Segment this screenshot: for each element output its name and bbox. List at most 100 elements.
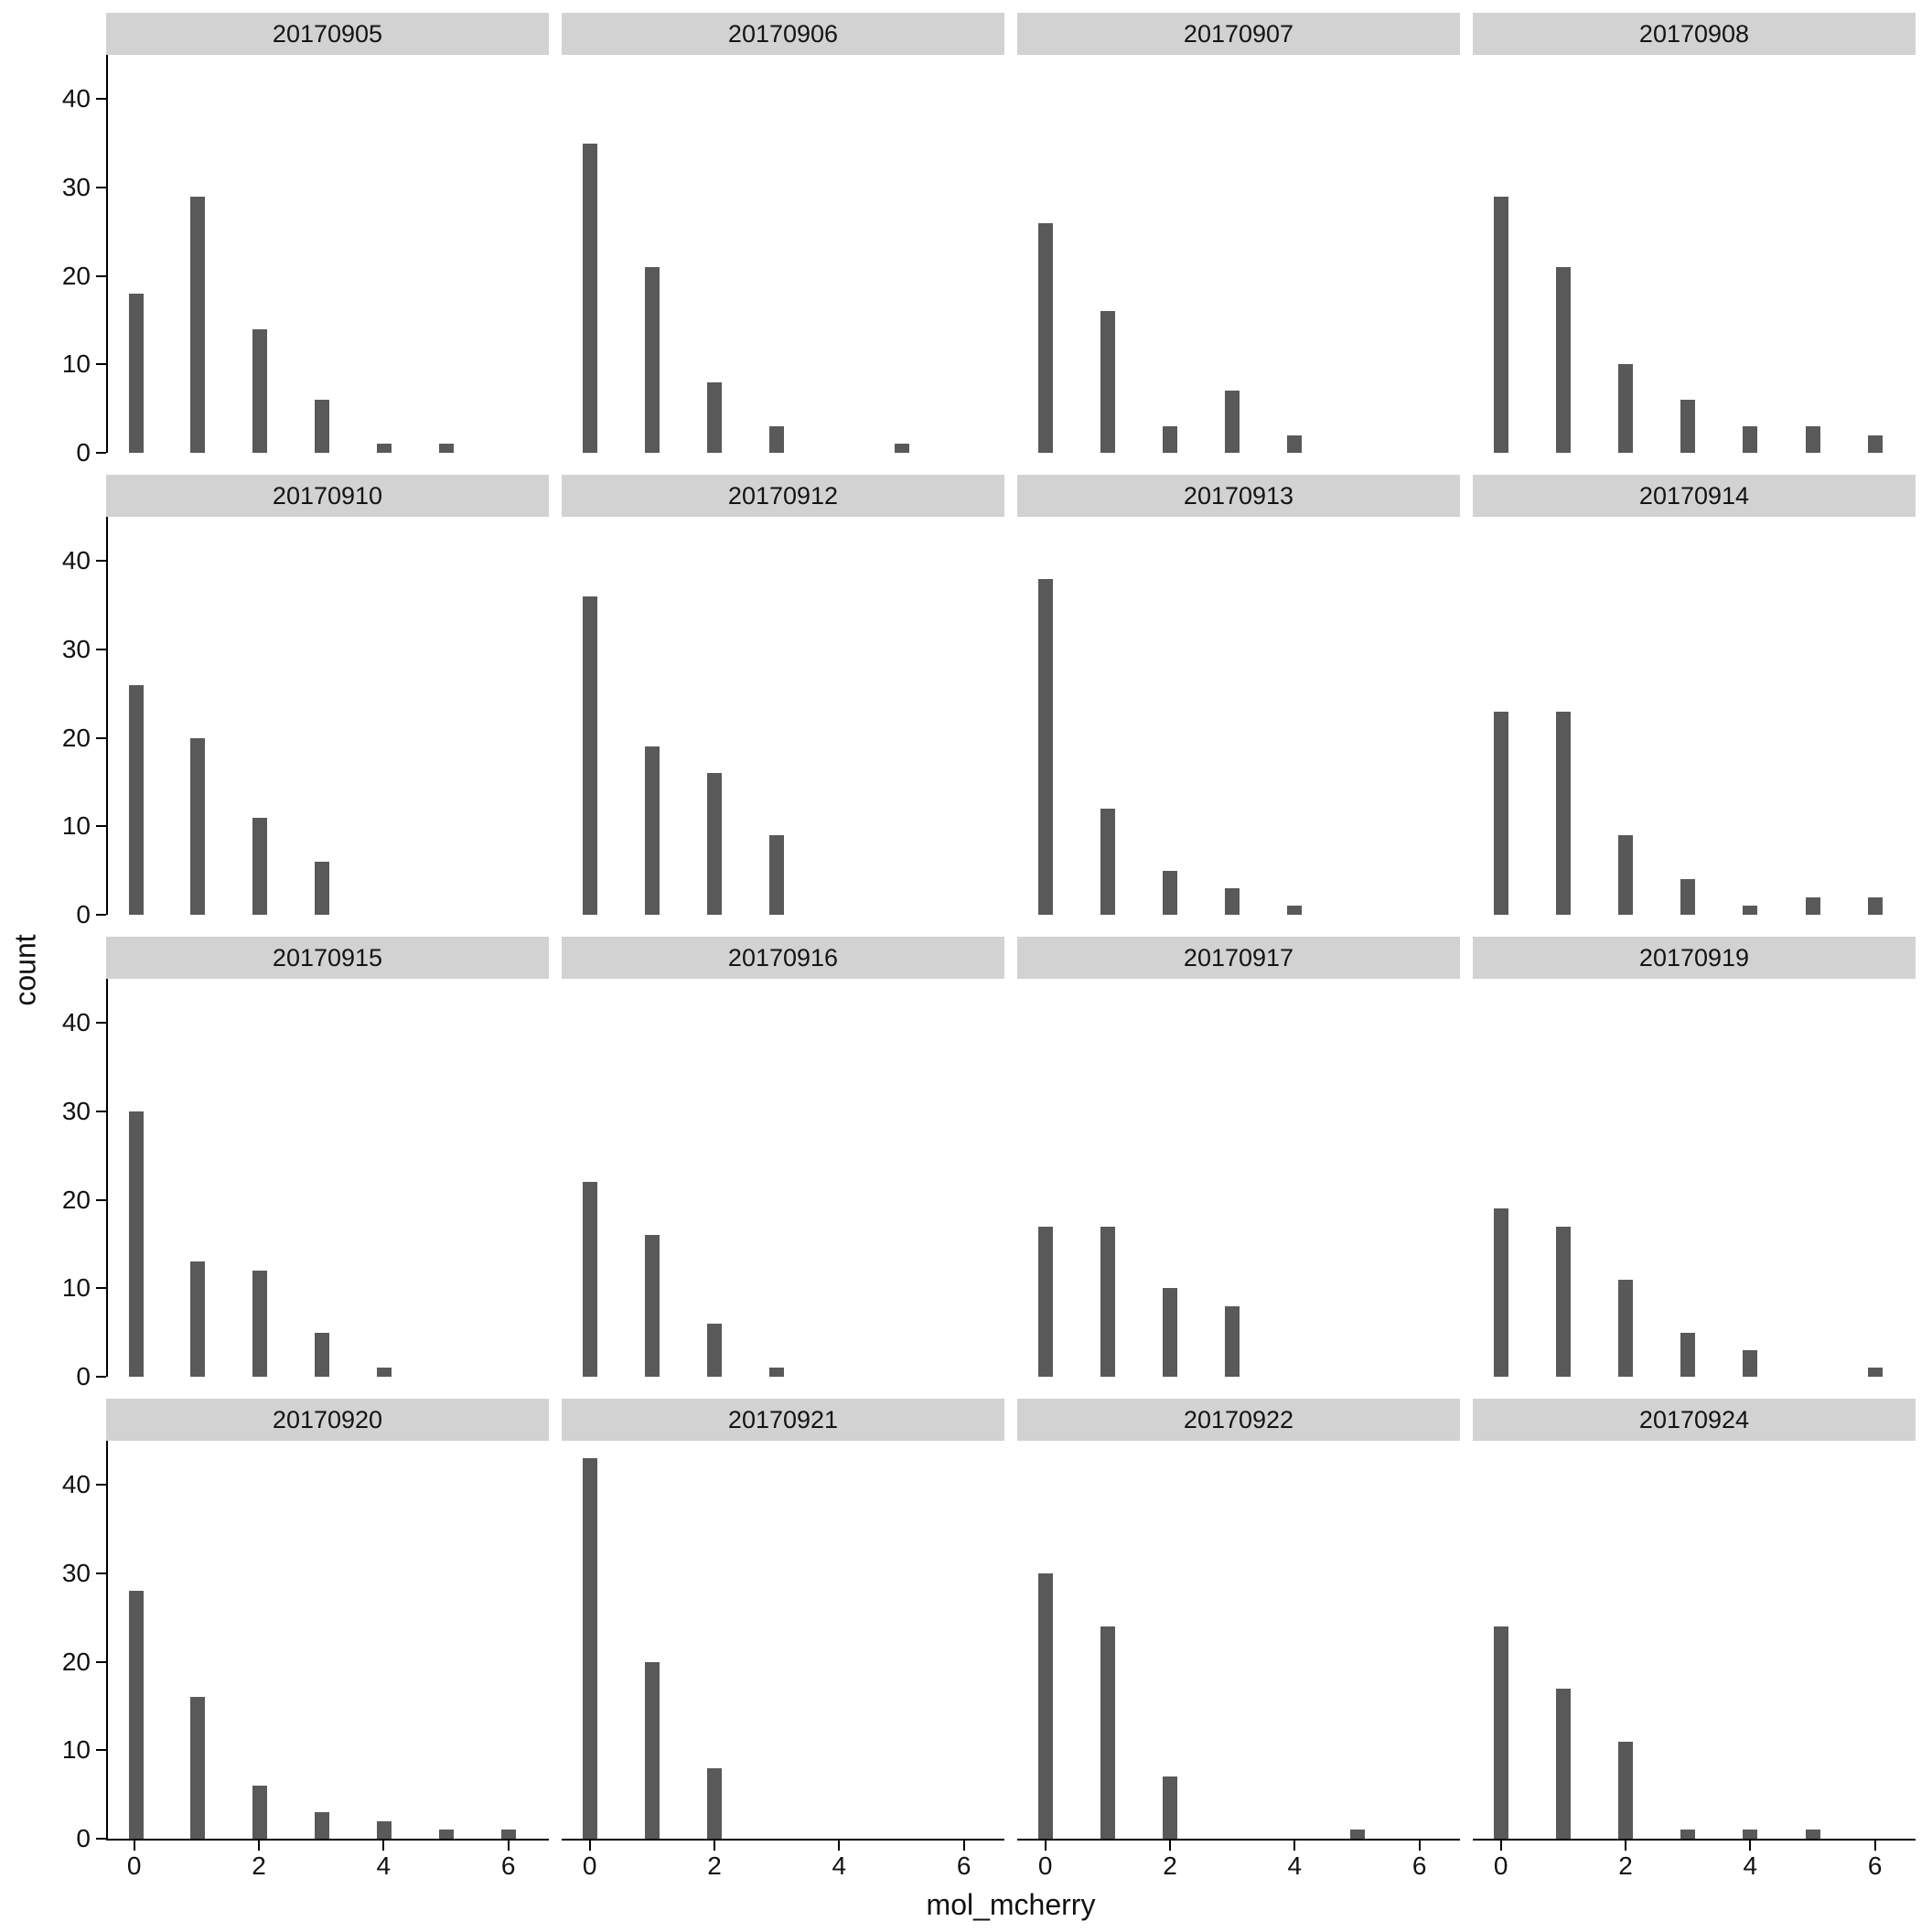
facet-panels: 20170905 20170906 20170907 20170908 (106, 13, 1916, 453)
y-axis-ticks: 0 10 20 30 40 (46, 55, 106, 467)
facet-panel: 20170910 (106, 475, 549, 915)
histogram-bar (1037, 1573, 1053, 1839)
plot-area (562, 979, 1004, 1377)
histogram-bar (1100, 311, 1115, 453)
facet-strip-label: 20170912 (562, 475, 1004, 517)
histogram-bar (707, 773, 722, 915)
x-tick-mark (1418, 1841, 1421, 1851)
plot-area (562, 1441, 1004, 1841)
y-tick-mark (96, 363, 106, 366)
x-tick-mark (1873, 1841, 1876, 1851)
histogram-bar (1163, 1776, 1177, 1839)
y-tick-mark (96, 736, 106, 739)
x-tick-mark (1293, 1841, 1296, 1851)
y-tick-mark (96, 98, 106, 101)
histogram-bar (1163, 870, 1177, 915)
histogram-bar (128, 1111, 144, 1377)
histogram-bar (1618, 835, 1633, 915)
y-tick-mark (96, 914, 106, 916)
facet-row: 0 10 20 30 40 20170905 20170906 20170907 2017090… (46, 13, 1916, 467)
y-tick-label: 0 (76, 900, 91, 928)
histogram-bar (438, 444, 454, 453)
plot-area (106, 979, 549, 1377)
histogram-bar (1743, 1830, 1758, 1839)
histogram-bar (315, 1332, 330, 1377)
x-tick-label: 2 (707, 1852, 722, 1880)
histogram-bar (315, 1812, 330, 1839)
histogram-bar (1163, 1288, 1177, 1377)
histogram-bar (128, 294, 144, 453)
histogram-bar (190, 1261, 206, 1377)
histogram-bar (1867, 1368, 1883, 1377)
facet-strip-label: 20170907 (1017, 13, 1460, 55)
x-tick-mark (838, 1841, 841, 1851)
facet-strip-label: 20170917 (1017, 937, 1460, 979)
histogram-bar (1225, 391, 1240, 453)
x-axis-ticks: 0 2 4 6 (1017, 1841, 1460, 1883)
facet-panel: 20170908 (1473, 13, 1916, 453)
histogram-bar (769, 835, 785, 915)
y-tick-label: 30 (61, 173, 91, 201)
histogram-bar (1100, 809, 1115, 915)
histogram-bar (128, 684, 144, 915)
y-tick-label: 20 (61, 723, 91, 752)
y-tick-mark (96, 1287, 106, 1290)
histogram-bar (1493, 1626, 1508, 1839)
facet-strip-label: 20170919 (1473, 937, 1916, 979)
y-tick-label: 40 (61, 1470, 91, 1499)
x-axis-title: mol_mcherry (926, 1887, 1096, 1921)
histogram-bar (582, 1458, 597, 1839)
y-tick-label: 30 (61, 1097, 91, 1125)
histogram-bar (500, 1830, 516, 1839)
histogram-bar (1493, 196, 1508, 453)
histogram-bar (190, 1697, 206, 1839)
x-tick-label: 0 (126, 1852, 142, 1880)
y-tick-label: 30 (61, 635, 91, 663)
x-tick-label: 2 (1618, 1852, 1633, 1880)
histogram-bar (1349, 1830, 1365, 1839)
x-tick-mark (1625, 1841, 1626, 1851)
histogram-bar (644, 746, 660, 915)
y-axis-gutter: 0 10 20 30 40 (46, 937, 106, 1390)
facet-panel: 20170912 (562, 475, 1004, 915)
y-tick-label: 10 (61, 349, 91, 379)
plot-area (1473, 979, 1916, 1377)
x-tick-label: 6 (1867, 1852, 1883, 1880)
y-tick-mark (96, 1111, 106, 1112)
facet-strip-label: 20170910 (106, 475, 549, 517)
histogram-bar (190, 196, 206, 453)
facet-strip-label: 20170908 (1473, 13, 1916, 55)
plot-area (106, 1441, 549, 1841)
histogram-bar (377, 444, 392, 453)
histogram-bar (644, 1661, 660, 1839)
x-tick-mark (962, 1841, 965, 1851)
x-tick-label: 4 (376, 1852, 392, 1880)
histogram-bar (1037, 222, 1053, 453)
histogram-bar (1618, 1279, 1633, 1377)
histogram-bar (707, 1324, 722, 1377)
facet-strip-label: 20170915 (106, 937, 549, 979)
y-tick-mark (96, 1838, 106, 1840)
facet-panel: 20170921 0 2 4 6 (562, 1399, 1004, 1883)
histogram-bar (1867, 435, 1883, 453)
facet-panel: 20170914 (1473, 475, 1916, 915)
facet-strip-label: 20170905 (106, 13, 549, 55)
histogram-bar (377, 1820, 392, 1839)
plot-area (1473, 517, 1916, 915)
histogram-bar (252, 328, 268, 453)
histogram-bar (1163, 426, 1177, 453)
y-tick-label: 10 (61, 811, 91, 841)
facet-panel: 20170913 (1017, 475, 1460, 915)
histogram-bar (1805, 426, 1820, 453)
histogram-bar (1743, 426, 1758, 453)
y-tick-label: 10 (61, 1735, 91, 1765)
histogram-bar (1037, 1226, 1053, 1377)
histogram-bar (1287, 906, 1303, 915)
histogram-bar (1743, 1350, 1758, 1377)
y-tick-mark (96, 825, 106, 828)
y-tick-mark (96, 1198, 106, 1201)
x-tick-mark (258, 1841, 260, 1851)
facet-panel: 20170906 (562, 13, 1004, 453)
histogram-bar (1680, 1830, 1696, 1839)
y-axis-ticks: 0 10 20 30 40 (46, 517, 106, 928)
